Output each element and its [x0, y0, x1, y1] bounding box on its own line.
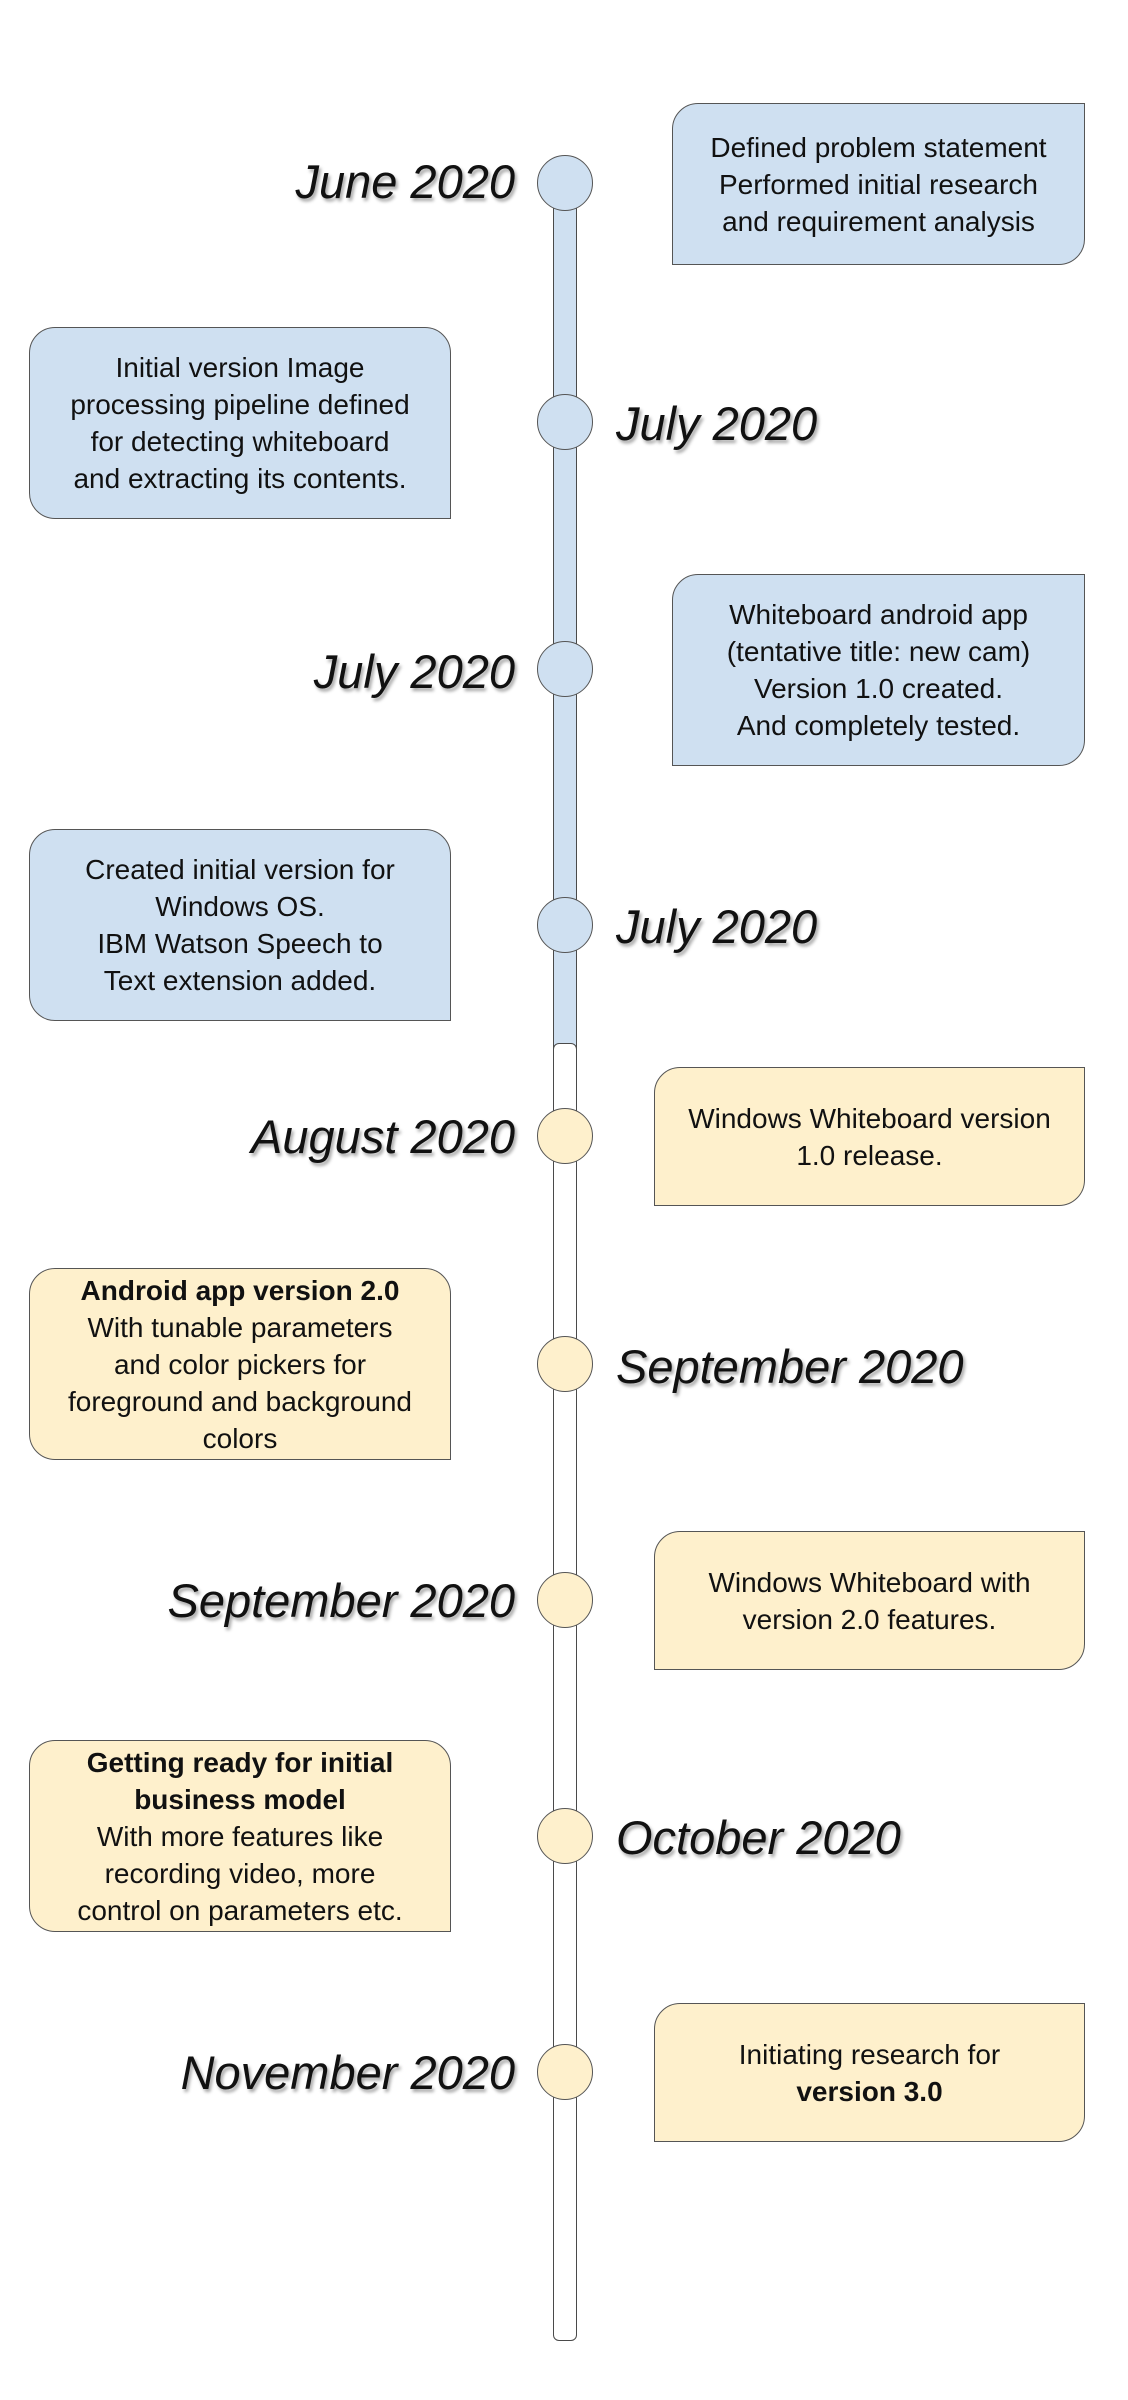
milestone-date: July 2020 — [616, 397, 818, 450]
milestone-line: Android app version 2.0 — [80, 1274, 400, 1306]
timeline-node — [537, 641, 593, 697]
milestone-line: Performed initial research — [718, 168, 1039, 200]
milestone-line: business model — [134, 1783, 346, 1815]
milestone-line: and extracting its contents. — [73, 463, 407, 494]
milestone-line: Windows OS. — [155, 891, 325, 922]
milestone-line: foreground and background — [67, 1385, 413, 1417]
milestone-line: Getting ready for initial — [86, 1746, 394, 1778]
timeline-node — [537, 1572, 593, 1628]
milestone-line: Defined problem statement — [710, 131, 1047, 163]
timeline-node — [537, 2044, 593, 2100]
milestone-date: July 2020 — [616, 900, 818, 953]
milestone-card: Defined problem statement Performed init… — [672, 103, 1085, 265]
milestone-card: Initial version Image processing pipelin… — [29, 327, 451, 519]
milestone-date: September 2020 — [616, 1340, 964, 1393]
milestone-line: Version 1.0 created. — [753, 673, 1004, 704]
milestone-date: July 2020 — [313, 645, 515, 698]
milestone-line: Windows Whiteboard with — [708, 1566, 1031, 1598]
milestone-card: Android app version 2.0 With tunable par… — [29, 1268, 451, 1460]
milestone-line: Created initial version for — [85, 854, 395, 885]
timeline-node — [537, 394, 593, 450]
milestone-line: version 2.0 features. — [742, 1603, 997, 1635]
milestone-line: recording video, more — [104, 1857, 376, 1889]
milestone-line: colors — [202, 1422, 278, 1454]
milestone-line: Text extension added. — [103, 965, 377, 996]
milestone-line: and requirement analysis — [722, 205, 1035, 237]
milestone-date: November 2020 — [180, 2046, 515, 2099]
milestone-line: IBM Watson Speech to — [97, 928, 383, 959]
timeline-node — [537, 897, 593, 953]
milestone-line: for detecting whiteboard — [90, 426, 390, 457]
milestone-date: October 2020 — [616, 1811, 901, 1864]
milestone-line: (tentative title: new cam) — [726, 636, 1031, 667]
milestone-line: control on parameters etc. — [77, 1894, 403, 1926]
milestone-line: Windows Whiteboard version — [688, 1102, 1051, 1134]
milestone-card: Created initial version for Windows OS. … — [29, 829, 451, 1021]
milestone-card: Windows Whiteboard with version 2.0 feat… — [654, 1531, 1085, 1670]
timeline-track-upcoming — [553, 1043, 577, 2341]
milestone-line: processing pipeline defined — [70, 389, 410, 420]
milestone-line: version 3.0 — [796, 2075, 943, 2107]
timeline-node — [537, 1336, 593, 1392]
timeline-node — [537, 155, 593, 211]
milestone-line: Initial version Image — [115, 352, 365, 383]
milestone-line: And completely tested. — [736, 710, 1021, 741]
milestone-date: August 2020 — [251, 1110, 515, 1163]
milestone-line: With more features like — [96, 1820, 384, 1852]
milestone-line: With tunable parameters — [87, 1311, 393, 1343]
milestone-card: Initiating research for version 3.0 — [654, 2003, 1085, 2142]
milestone-line: Initiating research for — [738, 2038, 1001, 2070]
milestone-card: Whiteboard android app (tentative title:… — [672, 574, 1085, 766]
milestone-line: Whiteboard android app — [729, 599, 1028, 630]
milestone-date: June 2020 — [295, 155, 515, 208]
milestone-line: and color pickers for — [113, 1348, 367, 1380]
milestone-line: 1.0 release. — [796, 1139, 943, 1171]
timeline-node — [537, 1808, 593, 1864]
milestone-card: Windows Whiteboard version 1.0 release. — [654, 1067, 1085, 1206]
timeline-node — [537, 1108, 593, 1164]
milestone-date: September 2020 — [167, 1574, 515, 1627]
milestone-card: Getting ready for initial business model… — [29, 1740, 451, 1932]
